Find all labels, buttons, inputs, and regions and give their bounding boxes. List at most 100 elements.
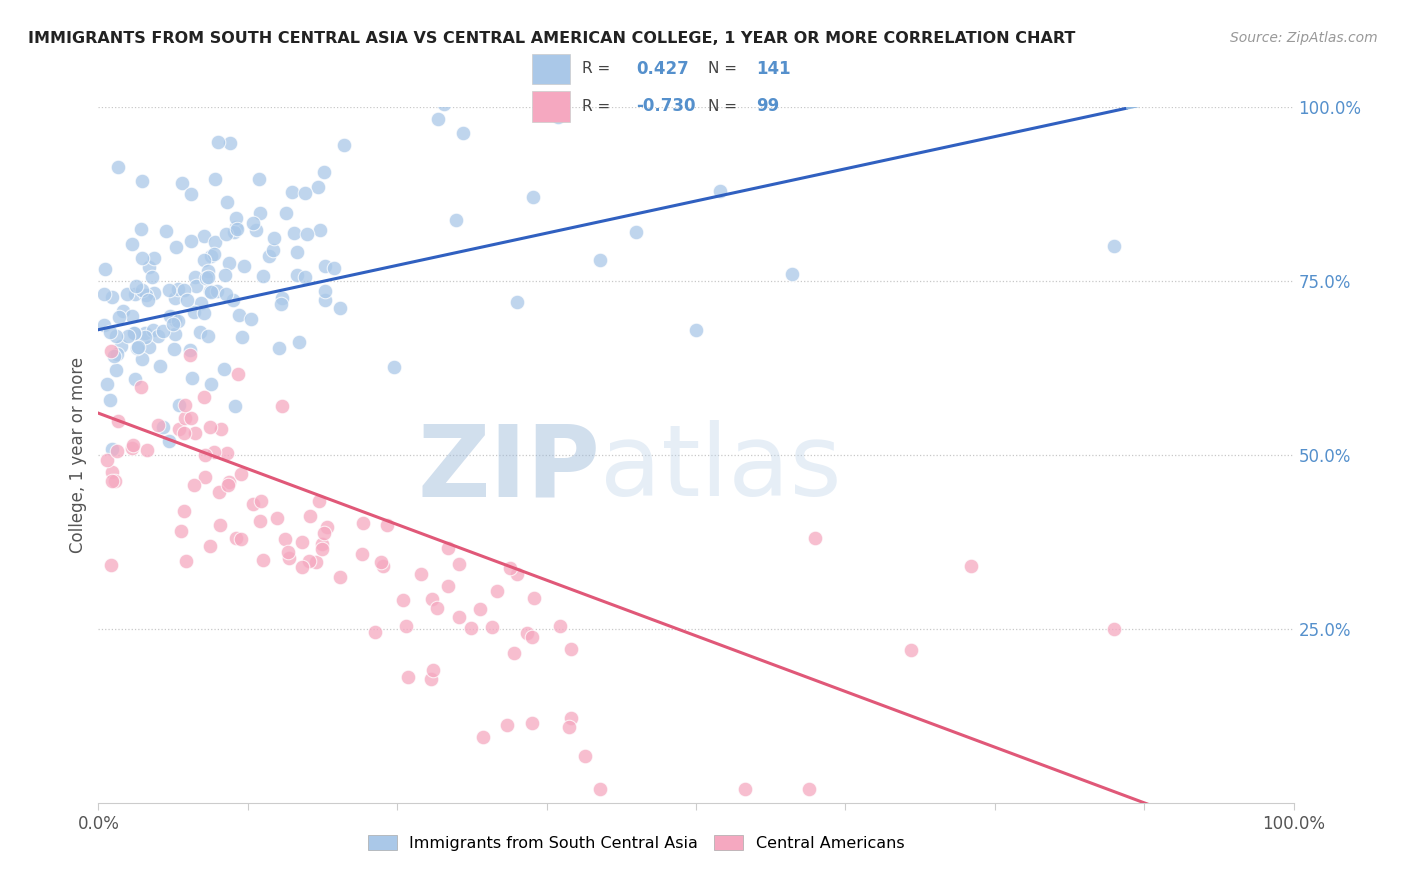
Point [685, 323, 707, 337]
Point [197, 269, 219, 284]
Point [309, 88, 332, 103]
Point [229, 533, 252, 547]
Point [498, 560, 520, 574]
Point [105, 443, 128, 458]
Point [900, 642, 922, 657]
Point [224, 399, 246, 413]
Point [734, 781, 756, 796]
Point [131, 283, 153, 297]
Point [190, 295, 212, 310]
Point [232, 260, 254, 274]
Point [146, 417, 169, 432]
Point [103, 350, 125, 364]
Y-axis label: College, 1 year or more: College, 1 year or more [69, 357, 87, 553]
Point [624, 225, 647, 239]
Point [180, 411, 202, 425]
Point [184, 269, 207, 284]
Point [298, 509, 321, 524]
Point [252, 553, 274, 567]
Point [208, 484, 231, 499]
Text: IMMIGRANTS FROM SOUTH CENTRAL ASIA VS CENTRAL AMERICAN COLLEGE, 1 YEAR OR MORE C: IMMIGRANTS FROM SOUTH CENTRAL ASIA VS CE… [28, 31, 1076, 46]
Point [134, 326, 156, 340]
Point [294, 270, 316, 285]
Point [124, 372, 146, 386]
Point [502, 646, 524, 660]
Text: 141: 141 [756, 60, 790, 78]
Point [426, 601, 449, 615]
Point [804, 532, 827, 546]
Point [558, 721, 581, 735]
Point [447, 558, 470, 572]
Point [409, 567, 432, 582]
Point [107, 160, 129, 174]
Point [143, 251, 166, 265]
Point [447, 609, 470, 624]
Point [382, 359, 405, 374]
Point [215, 446, 238, 460]
Point [460, 621, 482, 635]
Point [291, 534, 314, 549]
Point [100, 558, 122, 572]
Point [780, 267, 803, 281]
Point [270, 297, 292, 311]
Point [560, 711, 582, 725]
Point [422, 592, 444, 607]
Point [245, 223, 267, 237]
Point [197, 328, 219, 343]
Point [257, 249, 280, 263]
Text: 99: 99 [756, 97, 779, 115]
Point [218, 256, 240, 270]
Point [98, 392, 121, 407]
Point [179, 343, 201, 357]
Point [231, 330, 253, 344]
Point [173, 284, 195, 298]
Point [194, 271, 217, 285]
Point [225, 211, 247, 226]
Point [574, 749, 596, 764]
Point [159, 310, 181, 324]
Point [231, 467, 253, 481]
Point [100, 326, 122, 340]
Point [194, 449, 217, 463]
Point [121, 441, 143, 455]
Point [207, 135, 229, 149]
Point [799, 781, 821, 796]
Point [329, 301, 352, 315]
Point [180, 187, 202, 202]
Point [307, 180, 329, 194]
Point [149, 359, 172, 374]
Point [117, 286, 139, 301]
Text: 0.427: 0.427 [636, 60, 689, 78]
Point [209, 422, 232, 436]
Point [1102, 239, 1125, 253]
Point [288, 334, 311, 349]
Point [166, 314, 188, 328]
Point [101, 442, 124, 456]
Point [202, 444, 225, 458]
Point [277, 545, 299, 559]
Point [506, 294, 529, 309]
Point [165, 327, 187, 342]
Point [468, 601, 491, 615]
Point [129, 222, 152, 236]
Point [100, 475, 122, 489]
Point [107, 414, 129, 428]
Text: N =: N = [707, 99, 737, 114]
Point [294, 186, 316, 200]
Point [111, 303, 134, 318]
Point [242, 216, 264, 230]
Point [270, 399, 292, 413]
Point [181, 371, 204, 385]
Point [200, 377, 222, 392]
Point [104, 475, 127, 489]
Point [291, 560, 314, 574]
Point [352, 516, 374, 531]
Point [200, 285, 222, 300]
Point [169, 422, 191, 436]
Point [427, 112, 450, 127]
Point [1102, 622, 1125, 636]
Point [174, 398, 197, 412]
Point [100, 290, 122, 304]
Point [228, 368, 250, 382]
Text: -0.730: -0.730 [636, 97, 696, 115]
